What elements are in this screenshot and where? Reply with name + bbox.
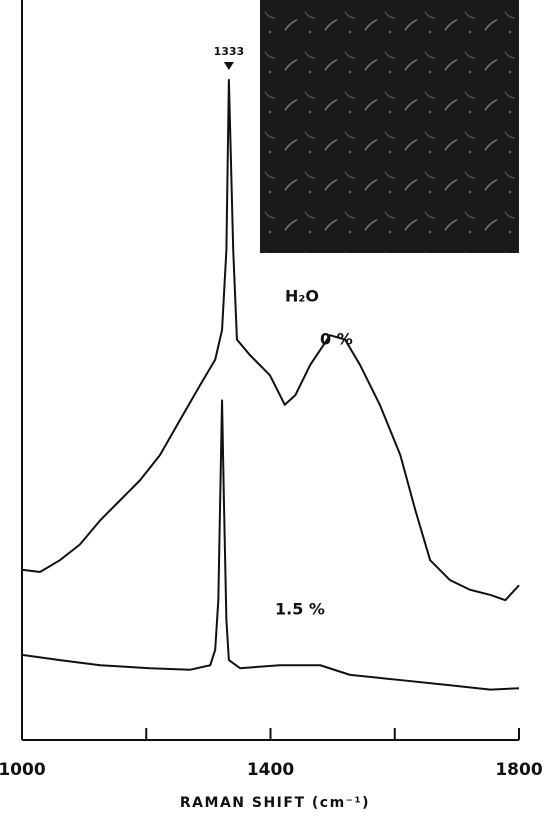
peak-label: 1333: [214, 45, 245, 58]
series-label: 1.5 %: [275, 600, 325, 619]
peak-marker: [223, 62, 234, 70]
inset-micrograph: [260, 0, 519, 253]
x-tick-label: 1800: [495, 760, 542, 780]
spectrum-line: [21, 78, 520, 602]
series-label: 0 %: [320, 330, 353, 349]
x-tick-label: 1000: [0, 760, 46, 780]
legend-title: H₂O: [285, 287, 319, 306]
x-axis-label: RAMAN SHIFT (cm⁻¹): [180, 795, 370, 811]
spectrum-line: [21, 399, 520, 691]
x-tick-label: 1400: [247, 760, 294, 780]
